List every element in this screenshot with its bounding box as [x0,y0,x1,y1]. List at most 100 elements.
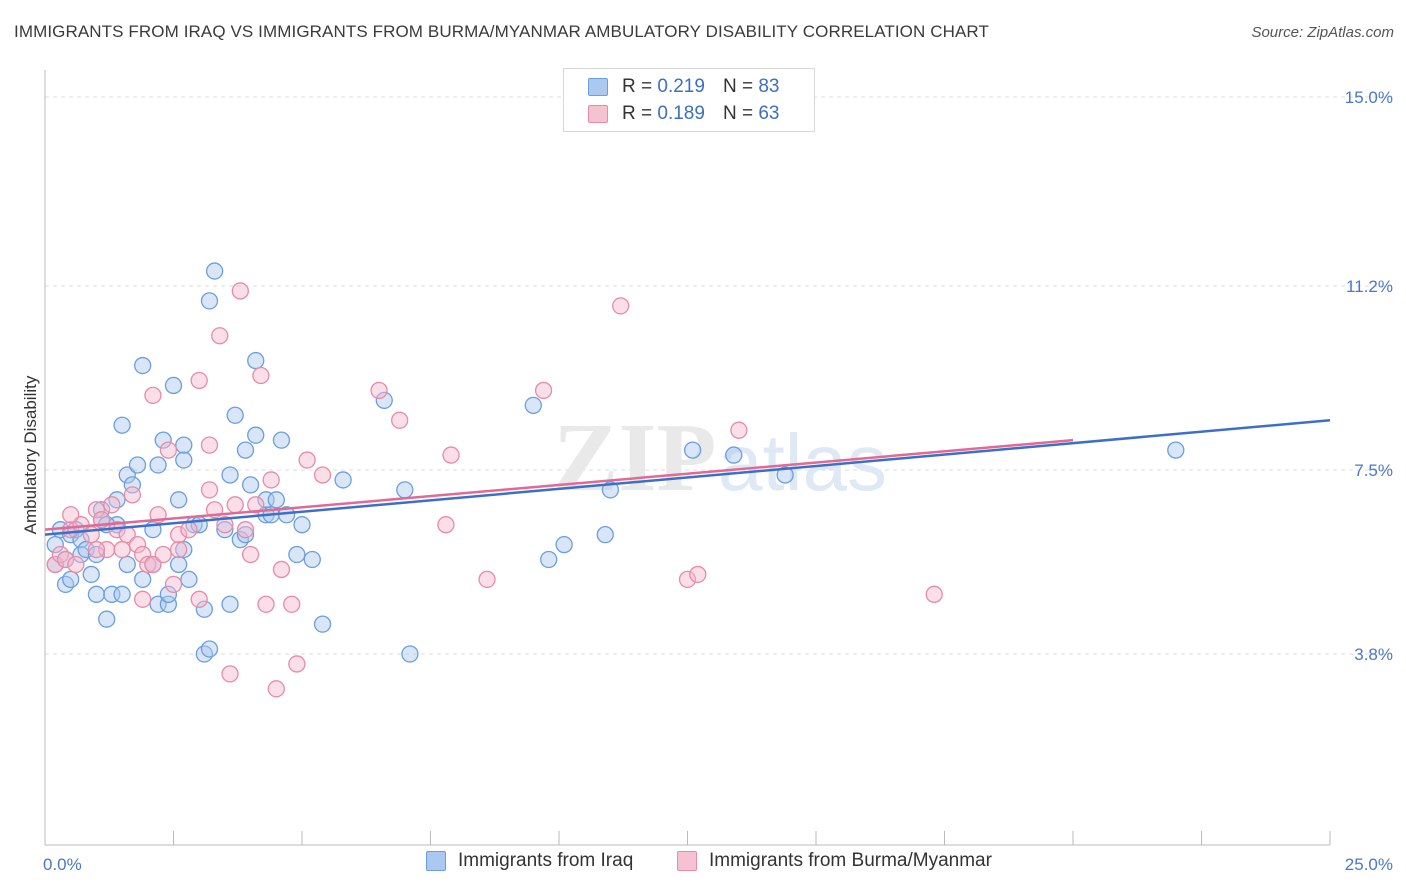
burma-point[interactable] [925,585,943,603]
iraq-point[interactable] [401,645,419,663]
burma-point[interactable] [231,282,249,300]
burma-point[interactable] [262,471,280,489]
iraq-point[interactable] [56,575,75,594]
iraq-point[interactable] [231,530,249,549]
burma-point[interactable] [478,570,496,589]
iraq-point[interactable] [200,640,219,658]
iraq-point[interactable] [247,351,265,370]
burma-point[interactable] [123,486,142,504]
burma-point[interactable] [87,540,106,559]
iraq-point[interactable] [128,456,147,474]
burma-point[interactable] [534,381,553,400]
iraq-point[interactable] [164,376,183,395]
iraq-point[interactable] [267,491,285,509]
burma-point[interactable] [164,575,183,594]
iraq-point[interactable] [180,570,198,589]
burma-point[interactable] [272,560,291,579]
burma-point[interactable] [678,570,697,589]
burma-point[interactable] [139,555,157,574]
iraq-point[interactable] [241,476,260,494]
burma-point[interactable] [211,327,229,345]
iraq-point[interactable] [596,525,614,544]
burma-point[interactable] [298,451,316,469]
iraq-point[interactable] [221,466,239,484]
iraq-point[interactable] [175,451,193,469]
burma-point[interactable] [241,545,260,564]
iraq-point[interactable] [396,481,414,499]
iraq-point[interactable] [113,585,131,603]
iraq-point[interactable] [216,521,234,539]
iraq-point[interactable] [134,570,152,589]
iraq-point[interactable] [169,491,188,509]
burma-point[interactable] [128,535,147,554]
burma-point[interactable] [103,496,121,514]
iraq-point[interactable] [247,426,265,444]
burma-point[interactable] [200,436,219,454]
burma-point[interactable] [221,665,239,683]
iraq-point[interactable] [334,471,352,489]
burma-point[interactable] [236,521,255,539]
burma-point[interactable] [247,496,265,514]
burma-point[interactable] [169,540,188,559]
burma-point[interactable] [200,481,219,499]
iraq-point[interactable] [175,436,193,454]
burma-point[interactable] [159,441,178,459]
burma-point[interactable] [370,381,388,400]
burma-point[interactable] [169,525,188,544]
burma-point[interactable] [113,540,131,559]
burma-point[interactable] [46,555,64,574]
burma-point[interactable] [180,521,198,539]
iraq-point[interactable] [226,406,244,424]
burma-point[interactable] [144,386,162,405]
iraq-point[interactable] [123,476,142,494]
burma-point[interactable] [56,550,75,569]
burma-point[interactable] [283,595,301,613]
iraq-point[interactable] [236,525,255,544]
iraq-point[interactable] [134,356,152,375]
burma-point[interactable] [67,555,85,574]
iraq-point[interactable] [200,292,219,310]
burma-point[interactable] [252,366,270,385]
legend-item-iraq[interactable]: Immigrants from Iraq [426,850,633,872]
burma-point[interactable] [689,565,707,584]
burma-point[interactable] [51,545,70,564]
iraq-point[interactable] [221,595,239,613]
burma-point[interactable] [437,516,455,534]
burma-point[interactable] [134,590,152,608]
burma-point[interactable] [313,466,332,484]
burma-point[interactable] [216,516,234,534]
burma-point[interactable] [154,545,172,564]
iraq-point[interactable] [1167,441,1185,459]
iraq-point[interactable] [82,565,100,584]
iraq-point[interactable] [195,600,213,618]
iraq-point[interactable] [555,535,573,554]
iraq-point[interactable] [540,550,558,569]
burma-point[interactable] [391,411,409,429]
burma-point[interactable] [267,680,285,698]
iraq-point[interactable] [159,585,178,603]
iraq-point[interactable] [288,545,306,564]
iraq-point[interactable] [313,615,332,633]
iraq-point[interactable] [725,446,743,464]
iraq-point[interactable] [776,466,794,484]
burma-point[interactable] [226,496,244,514]
burma-point[interactable] [190,371,208,390]
iraq-point[interactable] [159,595,178,613]
iraq-point[interactable] [375,391,393,410]
iraq-point[interactable] [683,441,702,459]
iraq-point[interactable] [169,555,188,574]
burma-point[interactable] [87,501,106,519]
burma-point[interactable] [62,506,80,524]
iraq-point[interactable] [205,262,224,280]
burma-point[interactable] [288,655,306,673]
iraq-point[interactable] [236,441,255,459]
burma-point[interactable] [442,446,460,464]
iraq-point[interactable] [98,610,116,628]
legend-item-burma[interactable]: Immigrants from Burma/Myanmar [677,850,992,872]
iraq-point[interactable] [108,491,126,509]
burma-point[interactable] [612,297,630,315]
iraq-point[interactable] [118,555,136,574]
iraq-point[interactable] [62,570,80,589]
iraq-point[interactable] [293,516,311,534]
iraq-point[interactable] [524,396,542,414]
